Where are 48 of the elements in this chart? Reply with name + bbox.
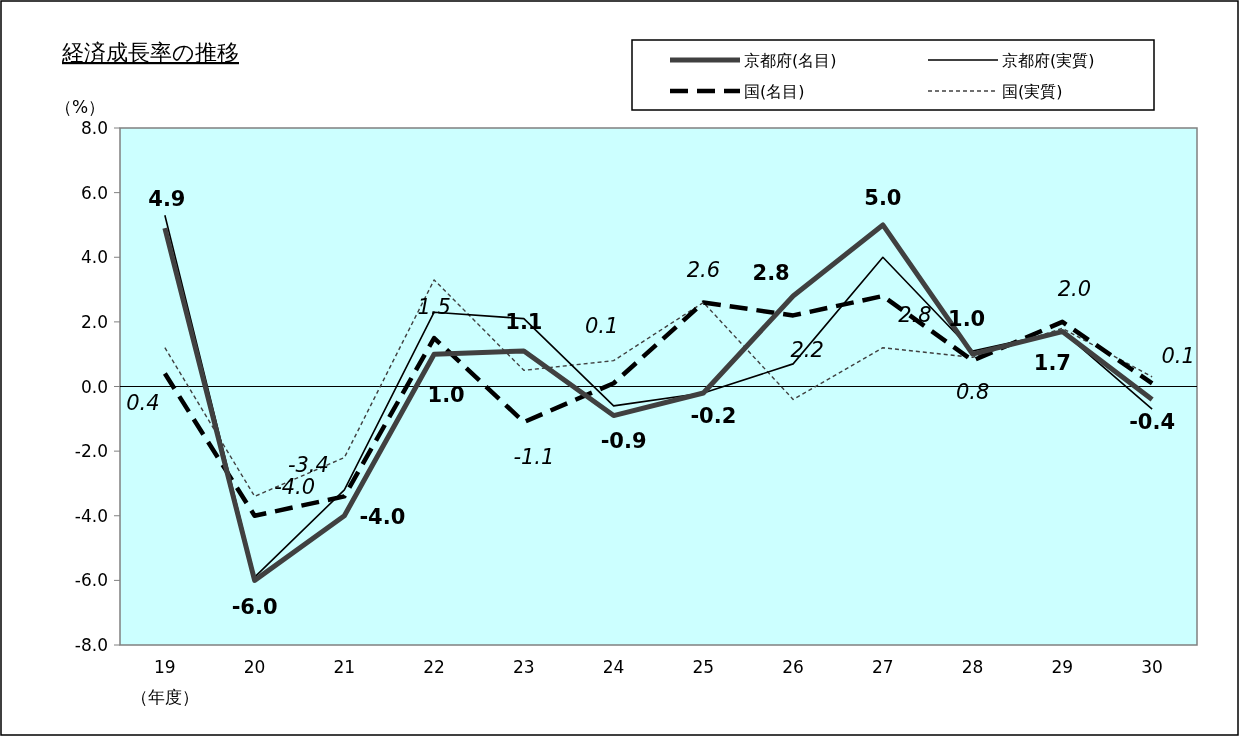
data-label: 0.4 <box>126 390 160 415</box>
data-label: -0.4 <box>1129 410 1176 435</box>
x-tick-label: 25 <box>692 657 715 677</box>
x-tick-label: 23 <box>513 657 535 677</box>
data-label: 2.6 <box>686 258 721 283</box>
data-label: -1.1 <box>513 445 555 470</box>
data-label: 0.8 <box>955 379 990 404</box>
y-tick-label: 0.0 <box>80 376 108 397</box>
y-tick-label: 4.0 <box>80 247 108 268</box>
data-label: 1.7 <box>1033 350 1071 375</box>
data-label: -0.9 <box>600 428 647 453</box>
x-axis-title: （年度） <box>130 687 199 707</box>
x-tick-label: 21 <box>333 657 356 677</box>
x-tick-label: 20 <box>243 657 266 677</box>
x-tick-label: 30 <box>1141 657 1163 677</box>
y-tick-label: -8.0 <box>74 635 108 655</box>
data-label: 1.0 <box>948 307 986 332</box>
y-tick-label: 6.0 <box>80 182 108 203</box>
x-tick-label: 29 <box>1051 657 1074 677</box>
chart-title: 経済成長率の推移 <box>61 40 239 65</box>
x-tick-label: 22 <box>423 657 445 677</box>
data-label: 2.0 <box>1057 276 1092 301</box>
legend-label: 国(名目) <box>744 82 805 101</box>
legend-label: 京都府(名目) <box>744 51 837 70</box>
data-label: 0.1 <box>584 314 619 339</box>
y-axis-title: （%） <box>54 97 106 117</box>
data-label: -4.0 <box>359 504 406 529</box>
y-tick-label: -4.0 <box>74 505 108 526</box>
data-label: 5.0 <box>864 185 902 210</box>
y-tick-label: -2.0 <box>74 441 108 462</box>
x-tick-label: 28 <box>961 657 984 677</box>
legend-label: 京都府(実質) <box>1002 51 1095 70</box>
x-tick-label: 24 <box>602 657 625 677</box>
legend-label: 国(実質) <box>1002 82 1063 101</box>
x-tick-label: 19 <box>154 657 176 677</box>
data-label: 0.1 <box>1161 344 1195 369</box>
data-label: 4.9 <box>148 187 186 212</box>
x-tick-label: 26 <box>782 657 804 677</box>
data-label: -6.0 <box>231 595 278 620</box>
x-tick-label: 27 <box>872 657 894 677</box>
data-label: 1.0 <box>427 383 465 408</box>
y-tick-label: -6.0 <box>74 570 108 591</box>
data-label: 2.8 <box>752 261 790 286</box>
data-label: -0.2 <box>690 403 737 428</box>
y-tick-label: 8.0 <box>80 118 108 138</box>
y-tick-label: 2.0 <box>80 311 108 332</box>
data-label: 1.5 <box>417 295 451 320</box>
data-label: 2.8 <box>898 303 932 328</box>
